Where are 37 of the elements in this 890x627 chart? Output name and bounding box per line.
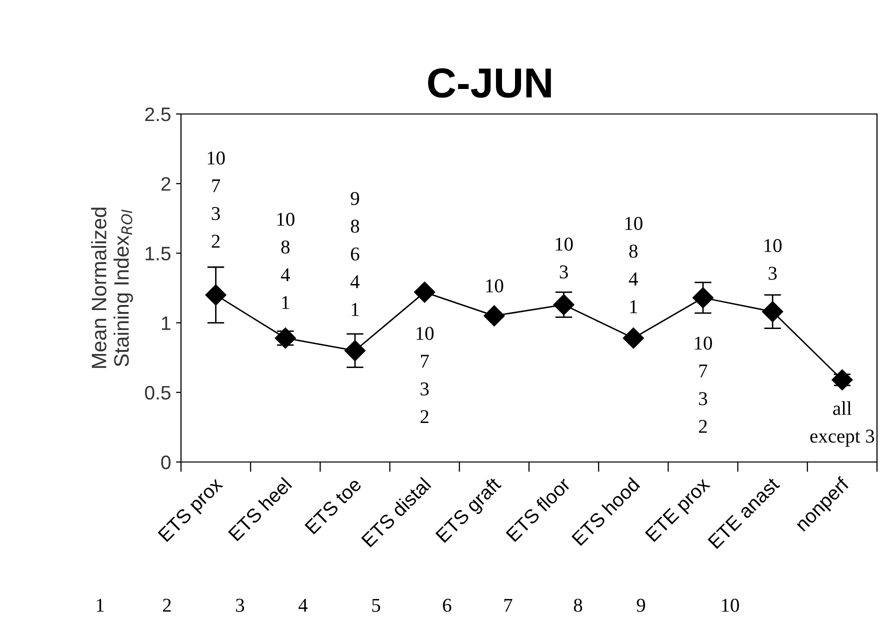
- annotation: all except 3: [810, 401, 874, 447]
- point: [692, 287, 714, 308]
- point: [344, 340, 366, 362]
- annotation: 10 7 3 2: [208, 151, 225, 248]
- y-tick-label: 0: [161, 455, 171, 470]
- text: 4: [298, 598, 308, 612]
- point: [484, 305, 505, 326]
- text: 8: [574, 598, 582, 612]
- annotation: 10 7 3 2: [694, 336, 712, 433]
- y-axis-title: Mean Normalized Staining Index$_{ROI}$: [91, 208, 133, 368]
- text: 7: [504, 598, 512, 612]
- annotation: 10 3: [556, 238, 573, 278]
- y-tick-label: 1: [162, 316, 170, 330]
- text: 6: [442, 598, 452, 612]
- x-tick-label: ETS floor: [505, 476, 572, 542]
- text: 3: [236, 598, 244, 612]
- text: 5: [372, 598, 380, 612]
- point: [553, 294, 574, 316]
- point: [414, 282, 436, 303]
- point: [622, 328, 644, 349]
- annotation: 9 8 6 4 1: [350, 192, 360, 316]
- annotation: 10: [486, 279, 504, 292]
- annotation: 10 8 4 1: [625, 216, 642, 314]
- point: [762, 301, 784, 322]
- annotation: 10 8 4 1: [277, 212, 294, 309]
- y-tick-label: 1.5: [146, 246, 170, 260]
- text: 10: [722, 598, 739, 612]
- y-tick-label: 0.5: [145, 386, 170, 400]
- annotation: 10 7 3 2: [416, 326, 434, 424]
- text: 9: [636, 598, 646, 612]
- text: 1: [96, 598, 104, 612]
- chart-title: C-JUN: [428, 68, 551, 98]
- annotation: 10 3: [764, 239, 782, 280]
- y-tick-label: 2: [161, 177, 170, 191]
- x-tick-label: ETS toe: [304, 476, 362, 535]
- point: [205, 284, 226, 306]
- y-tick-label: 2.5: [145, 107, 170, 122]
